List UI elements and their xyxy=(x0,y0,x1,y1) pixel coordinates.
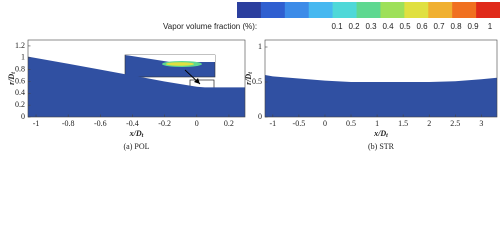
colorbar-swatch xyxy=(260,2,286,18)
colorbar-tick-label: 0.8 xyxy=(450,22,462,31)
colorbar-swatch xyxy=(308,2,333,18)
x-tick-label: 0.5 xyxy=(346,119,356,128)
x-tick-label: 0 xyxy=(323,119,327,128)
x-tick-label: 2 xyxy=(427,119,431,128)
area xyxy=(28,56,245,117)
colorbar-swatch xyxy=(284,2,310,18)
axis-label: x/Dt xyxy=(129,129,144,140)
inset xyxy=(124,54,216,93)
axis-label-sub: t xyxy=(11,72,17,74)
axis-label-main: x/D xyxy=(129,129,142,138)
x-tick-label: -1 xyxy=(33,119,40,128)
colorbar-swatch xyxy=(452,2,477,18)
axis-label-main: x/D xyxy=(373,129,386,138)
colorbar-tick-label: 1 xyxy=(488,22,493,31)
y-tick-label: 0.8 xyxy=(15,64,25,73)
colorbar-tick-label: 0.6 xyxy=(416,22,428,31)
colorbar-title: Vapor volume fraction (%): xyxy=(163,22,257,31)
plot-frame xyxy=(264,39,498,118)
colorbar-tick-label: 0.5 xyxy=(399,22,411,31)
y-tick-label: 1 xyxy=(258,42,262,51)
axis-label-main: r/D xyxy=(244,74,253,85)
y-tick-label: 0.2 xyxy=(15,100,25,109)
x-tick-label: -0.5 xyxy=(293,119,306,128)
y-tick-label: 1.2 xyxy=(15,41,25,50)
figure: Vapor volume fraction (%): 0.1 0.2 0.3 0.4 0… xyxy=(7,2,500,151)
x-tick-label: -0.8 xyxy=(62,119,75,128)
colorbar-tick-label: 0.1 xyxy=(331,22,343,31)
colorbar-swatch xyxy=(428,2,453,18)
axis-label-main: r/D xyxy=(7,74,16,85)
colorbar-swatch xyxy=(356,2,381,18)
y-tick-label: 0 xyxy=(21,112,25,121)
colorbar-swatch xyxy=(476,2,500,18)
colorbar-swatch xyxy=(237,2,262,18)
x-tick-label: -1 xyxy=(269,119,276,128)
caption: (b) STR xyxy=(368,142,395,151)
area xyxy=(265,75,497,117)
axis-label: r/Dt xyxy=(7,72,18,85)
colorbar-tick-label: 0.3 xyxy=(365,22,377,31)
x-tick-label: 1.5 xyxy=(398,119,408,128)
x-tick-label: 0 xyxy=(195,119,199,128)
colorbar-tick-label: 0.9 xyxy=(467,22,479,31)
x-tick-label: -0.6 xyxy=(94,119,107,128)
x-tick-label: 1 xyxy=(375,119,379,128)
y-tick-label: 0.5 xyxy=(252,77,262,86)
colorbar-tick-label: 0.4 xyxy=(382,22,394,31)
y-tick-label: 0 xyxy=(258,112,262,121)
y-tick-label: 0.6 xyxy=(15,76,25,85)
x-tick-label: -0.2 xyxy=(158,119,171,128)
x-tick-label: 0.2 xyxy=(224,119,234,128)
colorbar-swatch xyxy=(332,2,357,18)
colorbar-swatch xyxy=(380,2,405,18)
x-tick-label: 3 xyxy=(479,119,483,128)
y-tick-label: 0.4 xyxy=(15,88,25,97)
axis-label-sub: t xyxy=(142,133,144,139)
axis-label-sub: t xyxy=(248,72,254,74)
colorbar-tick-label: 0.2 xyxy=(348,22,360,31)
caption: (a) POL xyxy=(124,142,150,151)
x-tick-label: 2.5 xyxy=(450,119,460,128)
axis-label-sub: t xyxy=(386,133,388,139)
y-tick-label: 1 xyxy=(21,53,25,62)
colorbar-swatch xyxy=(404,2,429,18)
axis-label: r/Dt xyxy=(244,72,255,85)
x-tick-label: -0.4 xyxy=(126,119,139,128)
axis-label: x/Dt xyxy=(373,129,388,140)
plot-frame xyxy=(27,39,246,118)
colorbar-tick-label: 0.7 xyxy=(433,22,445,31)
